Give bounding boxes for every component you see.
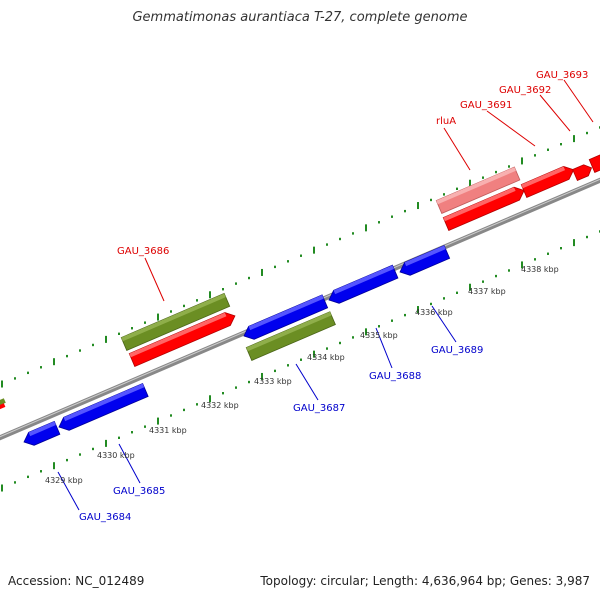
label-leader-lines (57, 79, 594, 511)
edge-gene-fragment (0, 403, 6, 411)
accession-text: Accession: NC_012489 (8, 574, 145, 588)
tick-label: 4331 kbp (149, 426, 187, 435)
gene-label-GAU_3687[interactable]: GAU_3687 (293, 403, 345, 414)
forward-gene-track (120, 151, 600, 367)
gene-GAU_3691[interactable] (520, 163, 576, 198)
leader-GAU_3693 (563, 79, 594, 123)
leader-GAU_3687 (295, 363, 319, 401)
gene-GAU_3684[interactable] (21, 420, 61, 448)
gene-label-GAU_3686[interactable]: GAU_3686 (117, 246, 169, 257)
gene-label-GAU_3684[interactable]: GAU_3684 (79, 512, 131, 523)
tick-label: 4333 kbp (254, 377, 292, 386)
tick-label: 4335 kbp (360, 331, 398, 340)
gene-GAU_3685[interactable] (56, 383, 149, 434)
gene-GAU_3689[interactable] (397, 244, 451, 278)
leader-GAU_3688 (375, 327, 393, 369)
tick-label: 4336 kbp (415, 308, 453, 317)
gene-label-GAU_3693[interactable]: GAU_3693 (536, 70, 588, 81)
leader-GAU_3692 (539, 94, 571, 132)
outer-ruler-dots (1, 126, 600, 388)
reverse-gene-track (21, 244, 451, 448)
edge-gene-fragment (0, 398, 6, 407)
gene-GAU_3686-olive[interactable] (120, 292, 231, 351)
tick-label: 4330 kbp (97, 451, 135, 460)
leader-GAU_3684 (57, 471, 80, 511)
gene-GAU_3693[interactable] (588, 151, 600, 173)
gene-label-GAU_3691[interactable]: GAU_3691 (460, 100, 512, 111)
tick-label: 4332 kbp (201, 401, 239, 410)
gene-GAU_3692[interactable] (572, 162, 594, 182)
inner-ruler-dots (1, 230, 600, 492)
leader-GAU_3685 (118, 443, 141, 484)
tick-label: 4329 kbp (45, 476, 83, 485)
gene-GAU_3688[interactable] (326, 264, 399, 306)
gene-rluA-red[interactable] (442, 184, 527, 231)
gene-label-GAU_3685[interactable]: GAU_3685 (113, 486, 165, 497)
reverse-gene-labels: GAU_3684 GAU_3685 GAU_3687 GAU_3688 GAU_… (79, 345, 483, 523)
map-title: Gemmatimonas aurantiaca T-27, complete g… (132, 10, 468, 25)
tick-label: 4334 kbp (307, 353, 345, 362)
leader-GAU_3689 (431, 305, 457, 343)
gene-label-GAU_3688[interactable]: GAU_3688 (369, 371, 421, 382)
leader-GAU_3691 (486, 110, 536, 147)
leader-GAU_3686 (144, 257, 165, 302)
forward-gene-labels: GAU_3686 rluA GAU_3691 GAU_3692 GAU_3693 (117, 70, 588, 257)
gene-label-GAU_3692[interactable]: GAU_3692 (499, 85, 551, 96)
tick-label: 4338 kbp (521, 265, 559, 274)
gene-GAU_3687-blue[interactable] (241, 294, 329, 343)
gene-rluA[interactable] (435, 166, 521, 214)
genome-summary-text: Topology: circular; Length: 4,636,964 bp… (260, 574, 590, 588)
gene-label-rluA[interactable]: rluA (436, 116, 456, 127)
gene-label-GAU_3689[interactable]: GAU_3689 (431, 345, 483, 356)
leader-rluA (443, 127, 471, 171)
tick-label: 4337 kbp (468, 287, 506, 296)
gene-GAU_3686[interactable] (128, 309, 237, 367)
gene-GAU_3687[interactable] (245, 311, 336, 361)
ruler-tick-labels: 4329 kbp 4330 kbp 4331 kbp 4332 kbp 4333… (45, 265, 559, 485)
